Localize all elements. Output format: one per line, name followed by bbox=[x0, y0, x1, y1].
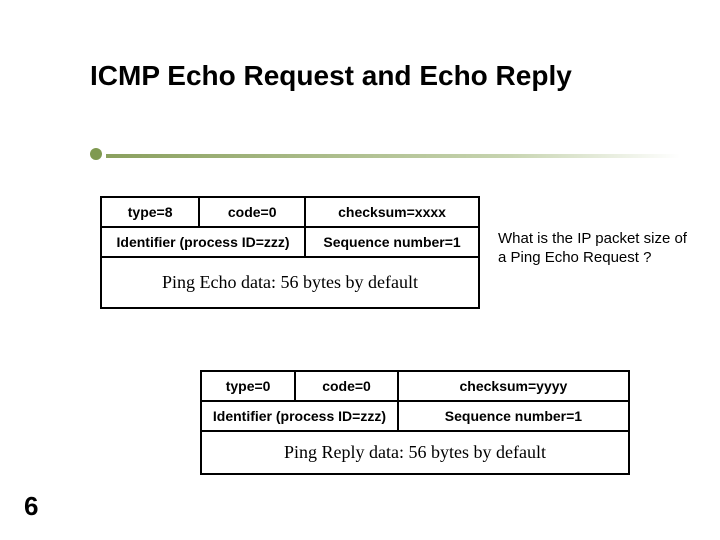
req-seq-cell: Sequence number=1 bbox=[305, 227, 479, 257]
req-checksum-cell: checksum=xxxx bbox=[305, 197, 479, 227]
req-code-cell: code=0 bbox=[199, 197, 305, 227]
rep-checksum-cell: checksum=yyyy bbox=[398, 371, 629, 401]
req-identifier-cell: Identifier (process ID=zzz) bbox=[101, 227, 305, 257]
rep-code-cell: code=0 bbox=[295, 371, 398, 401]
slide-title: ICMP Echo Request and Echo Reply bbox=[90, 60, 680, 92]
rep-type-cell: type=0 bbox=[201, 371, 295, 401]
rep-identifier-cell: Identifier (process ID=zzz) bbox=[201, 401, 398, 431]
req-data-cell: Ping Echo data: 56 bytes by default bbox=[101, 257, 479, 308]
page-number: 6 bbox=[24, 491, 38, 522]
req-type-cell: type=8 bbox=[101, 197, 199, 227]
title-underline bbox=[106, 154, 680, 158]
rep-data-cell: Ping Reply data: 56 bytes by default bbox=[201, 431, 629, 474]
rep-seq-cell: Sequence number=1 bbox=[398, 401, 629, 431]
annotation-text: What is the IP packet size of a Ping Ech… bbox=[498, 230, 698, 268]
echo-request-table: type=8 code=0 checksum=xxxx Identifier (… bbox=[100, 196, 480, 309]
echo-reply-table: type=0 code=0 checksum=yyyy Identifier (… bbox=[200, 370, 630, 475]
bullet-icon bbox=[90, 148, 102, 160]
